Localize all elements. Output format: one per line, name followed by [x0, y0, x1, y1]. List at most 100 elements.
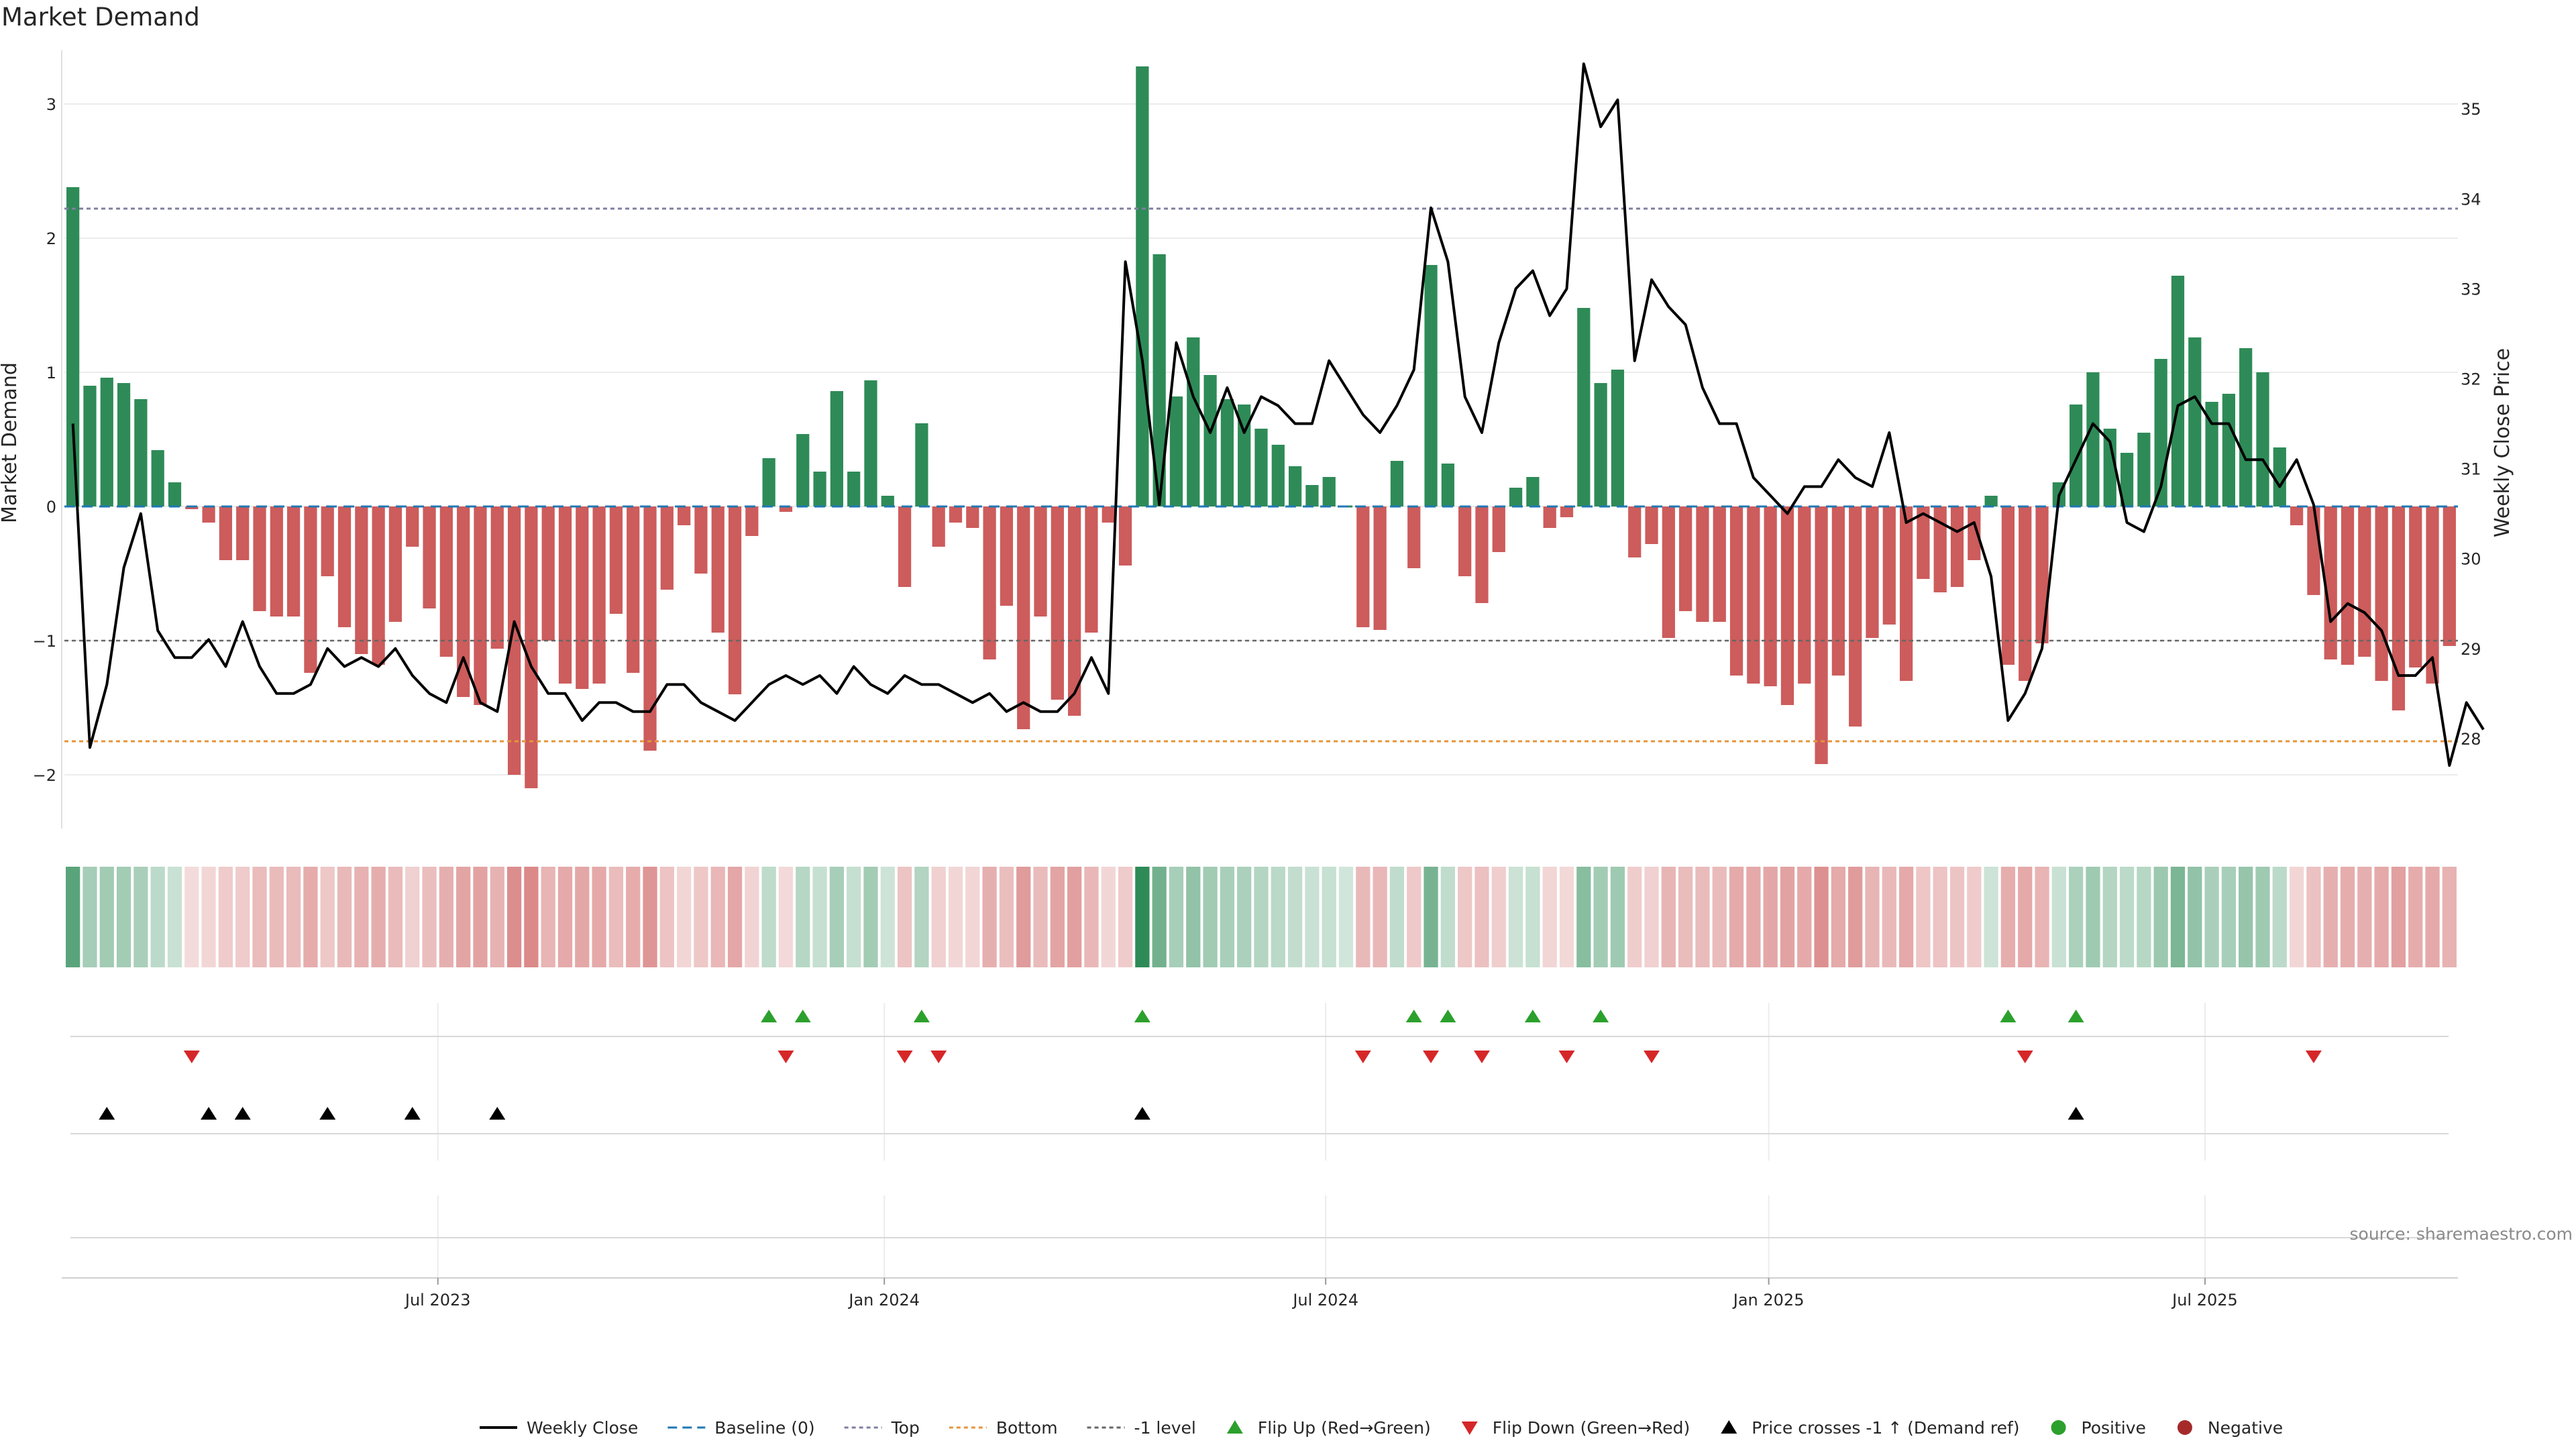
heat-strip-cell	[1763, 867, 1778, 967]
flip-up-marker	[913, 1010, 930, 1022]
demand-bar	[1152, 254, 1166, 506]
heat-strip-cell	[1271, 867, 1285, 967]
heat-strip-cell	[1186, 867, 1201, 967]
legend-item: Flip Up (Red→Green)	[1226, 1418, 1431, 1438]
demand-bar	[983, 506, 996, 659]
demand-bar	[1628, 506, 1642, 557]
heat-strip-cell	[2153, 867, 2168, 967]
heat-strip-cell	[1627, 867, 1642, 967]
heat-strip-cell	[778, 867, 794, 967]
heat-strip-cell	[2170, 867, 2186, 967]
main-plot-area: −2 −1 0 1 2 3 28 29 30 31 32 33 34 35	[33, 50, 2485, 828]
demand-bar	[1526, 477, 1540, 506]
legend-label: Flip Up (Red→Green)	[1258, 1418, 1431, 1438]
heat-strip-cell	[1559, 867, 1574, 967]
legend-item: Negative	[2177, 1418, 2283, 1438]
heat-strip-cell	[2340, 867, 2355, 967]
demand-bar	[304, 506, 317, 673]
price-cross-marker	[1134, 1107, 1150, 1120]
demand-bar	[932, 506, 945, 547]
heat-strip-cell	[99, 867, 114, 967]
demand-bar	[678, 506, 691, 525]
demand-bar	[541, 506, 555, 641]
demand-bar	[2290, 506, 2304, 525]
heat-strip-cell	[1424, 867, 1438, 967]
demand-bar	[2070, 405, 2083, 506]
demand-bar	[1407, 506, 1421, 568]
heat-strip-cell	[1474, 867, 1489, 967]
flip-up-marker	[1405, 1010, 1422, 1022]
triangle-up-black-icon	[1721, 1420, 1737, 1434]
heat-strip-cell	[1169, 867, 1184, 967]
demand-bar	[1068, 506, 1081, 716]
legend-label: Negative	[2208, 1418, 2283, 1438]
flip-down-marker	[930, 1051, 947, 1063]
demand-bar	[134, 399, 148, 506]
heat-strip-cell	[2221, 867, 2237, 967]
heat-strip-cell	[2069, 867, 2084, 967]
demand-bar	[321, 506, 334, 576]
legend-label: -1 level	[1134, 1418, 1196, 1438]
heat-strip-cell	[2086, 867, 2100, 967]
heat-strip-cell	[524, 867, 539, 967]
demand-bar	[1899, 506, 1913, 681]
flip-up-marker	[761, 1010, 777, 1022]
flip-up-marker	[1440, 1010, 1456, 1022]
demand-bar	[2035, 506, 2049, 643]
heat-strip-cell	[796, 867, 810, 967]
heat-strip-cell	[2357, 867, 2372, 967]
flip-down-marker	[1644, 1051, 1660, 1063]
demand-bar	[100, 378, 113, 506]
heat-strip-cell	[1712, 867, 1727, 967]
demand-bar	[1594, 383, 1607, 506]
heat-strip-cell	[1338, 867, 1354, 967]
demand-bar	[1764, 506, 1777, 686]
y-tick-label: 2	[46, 229, 56, 248]
demand-bar	[2103, 429, 2116, 506]
y2-tick-label: 33	[2461, 280, 2481, 299]
heat-strip-cell	[456, 867, 471, 967]
dot-green-icon	[2051, 1420, 2066, 1435]
heat-strip-cell	[1898, 867, 1914, 967]
heat-strip-cell	[252, 867, 267, 967]
heat-strip-cell	[1254, 867, 1269, 967]
y2-tick-label: 32	[2461, 370, 2481, 388]
demand-bar	[219, 506, 233, 560]
demand-bar	[1882, 506, 1896, 625]
heat-strip-cell	[965, 867, 980, 967]
legend-item: Baseline (0)	[667, 1418, 815, 1438]
legend-item: Bottom	[949, 1418, 1058, 1438]
demand-bar	[1509, 488, 1523, 506]
demand-bar	[1051, 506, 1064, 700]
heat-strip-cell	[2442, 867, 2457, 967]
demand-bar	[2239, 348, 2253, 506]
heat-strip-cell	[286, 867, 301, 967]
y-tick-label: 1	[46, 364, 56, 382]
flip-up-marker	[1524, 1010, 1541, 1022]
demand-bar	[1780, 506, 1794, 705]
demand-bar	[1034, 506, 1047, 616]
y2-tick-label: 31	[2461, 460, 2481, 479]
demand-bar	[1543, 506, 1556, 528]
demand-bar	[2375, 506, 2388, 681]
demand-bar	[439, 506, 453, 657]
demand-bar	[236, 506, 250, 560]
heat-strip-cell	[1593, 867, 1608, 967]
demand-bar	[2171, 276, 2185, 506]
heat-strip-cell	[999, 867, 1014, 967]
flip-down-marker	[777, 1051, 794, 1063]
demand-bar	[864, 380, 877, 506]
demand-bar	[1662, 506, 1675, 638]
heat-strip-cell	[1746, 867, 1761, 967]
heat-strip-cell	[1101, 867, 1116, 967]
demand-bar	[2273, 447, 2286, 506]
heat-strip-cell	[2408, 867, 2423, 967]
y2-axis-title: Weekly Close Price	[2491, 348, 2514, 537]
demand-bar	[202, 506, 215, 523]
heat-strip-cell	[2204, 867, 2219, 967]
demand-bar	[1000, 506, 1014, 606]
demand-bar	[627, 506, 640, 673]
demand-bar	[1950, 506, 1964, 587]
heat-strip-cell	[829, 867, 845, 967]
demand-bar	[592, 506, 606, 684]
